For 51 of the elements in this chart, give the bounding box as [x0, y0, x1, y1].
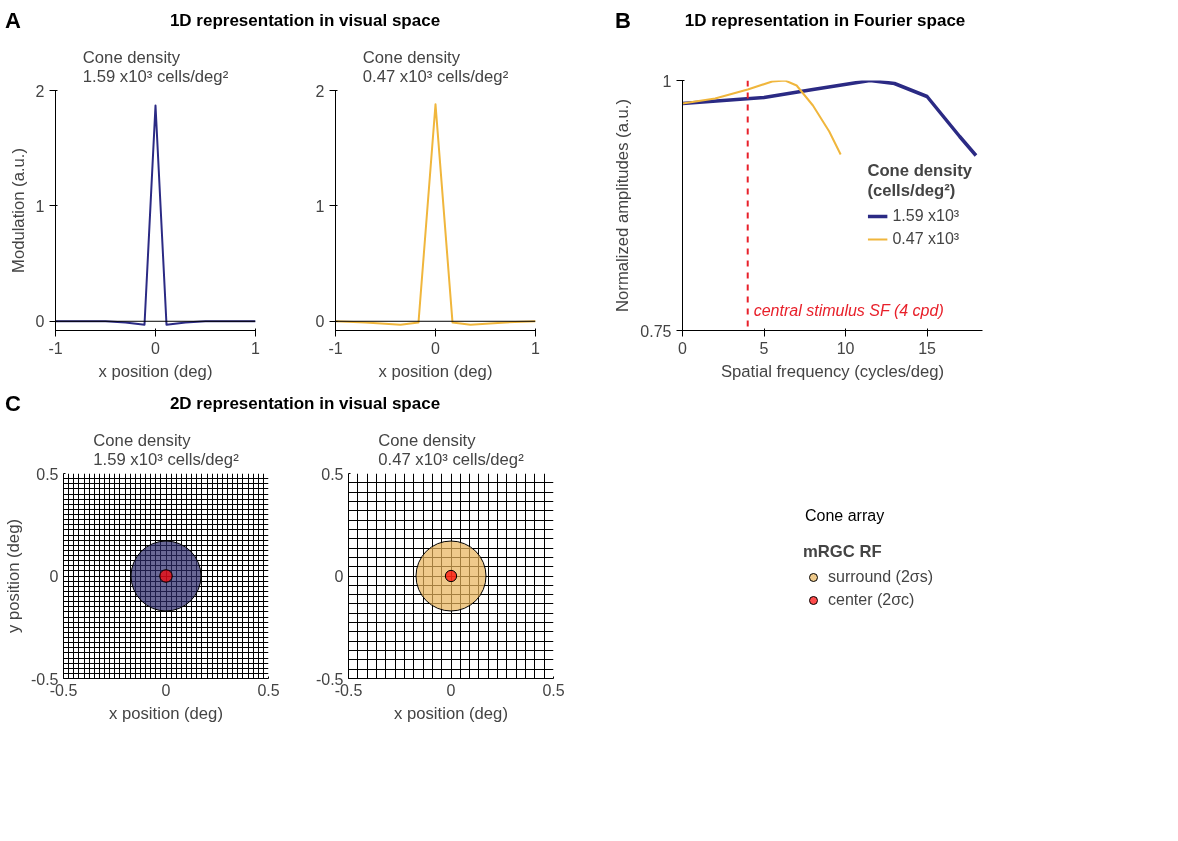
chart-subtitle: Cone density 0.47 x10³ cells/deg² [362, 47, 509, 86]
y-tick-label: 2 [315, 82, 325, 100]
y-tick-label: 0.5 [321, 465, 344, 483]
x-tick-label: 0 [431, 339, 441, 357]
x-axis-title: x position (deg) [378, 361, 493, 381]
legend-label: surround (2σs) [827, 567, 934, 586]
text: C [5, 390, 21, 418]
y-tick-label: 1 [315, 197, 325, 215]
y-axis-title: Normalized amplitudes (a.u.) [613, 99, 633, 312]
x-tick-label: 0.5 [542, 681, 565, 699]
y-tick-label: 0.75 [640, 322, 672, 340]
x-axis-title: x position (deg) [394, 703, 508, 723]
y-tick-label: 0 [315, 313, 325, 331]
chart-subtitle: Cone density 0.47 x10³ cells/deg² [378, 430, 525, 469]
y-tick-label: 0 [49, 568, 59, 585]
x-tick-label: 0 [446, 681, 456, 699]
legend-label: center (2σc) [827, 590, 915, 609]
y-tick-label: 2 [35, 82, 45, 100]
x-tick-label: 15 [918, 339, 937, 357]
x-tick-label: 0.5 [257, 681, 280, 699]
x-axis-title: x position (deg) [98, 361, 213, 381]
ref-line-label: central stimulus SF (4 cpd) [753, 301, 944, 319]
x-tick-label: -1 [48, 339, 63, 357]
x-axis-title: x position (deg) [109, 703, 223, 723]
legend-title: Cone density (cells/deg²) [867, 161, 972, 201]
x-tick-label: -1 [328, 339, 343, 357]
chart-subtitle: Cone density 1.59 x10³ cells/deg² [93, 430, 240, 469]
y-axis-title: Modulation (a.u.) [8, 147, 28, 273]
text: B [615, 7, 631, 35]
text: A [5, 7, 21, 35]
chart-subtitle: Cone density 1.59 x10³ cells/deg² [82, 47, 229, 86]
y-tick-label: 0.5 [36, 465, 59, 483]
x-tick-label: 0 [161, 681, 171, 699]
text: Cone array [805, 506, 885, 526]
legend-title: mRGC RF [802, 541, 883, 562]
chart-title: 1D representation in Fourier space [684, 11, 966, 30]
x-tick-label: 0 [678, 339, 688, 357]
y-axis-title: y position (deg) [3, 519, 23, 633]
y-tick-label: 0 [334, 568, 344, 585]
x-tick-label: 0 [151, 339, 161, 357]
text: 1D representation in visual space [169, 11, 441, 30]
x-tick-label: 1 [531, 339, 541, 357]
x-axis-title: Spatial frequency (cycles/deg) [720, 361, 945, 381]
text: 2D representation in visual space [169, 394, 441, 413]
legend-label: 0.47 x10³ [892, 230, 960, 248]
y-tick-label: 1 [35, 197, 45, 215]
x-tick-label: 10 [836, 339, 855, 357]
legend-label: 1.59 x10³ [892, 207, 960, 225]
x-tick-label: 1 [251, 339, 261, 357]
y-tick-label: 0 [35, 313, 45, 331]
x-tick-label: 5 [759, 339, 769, 357]
